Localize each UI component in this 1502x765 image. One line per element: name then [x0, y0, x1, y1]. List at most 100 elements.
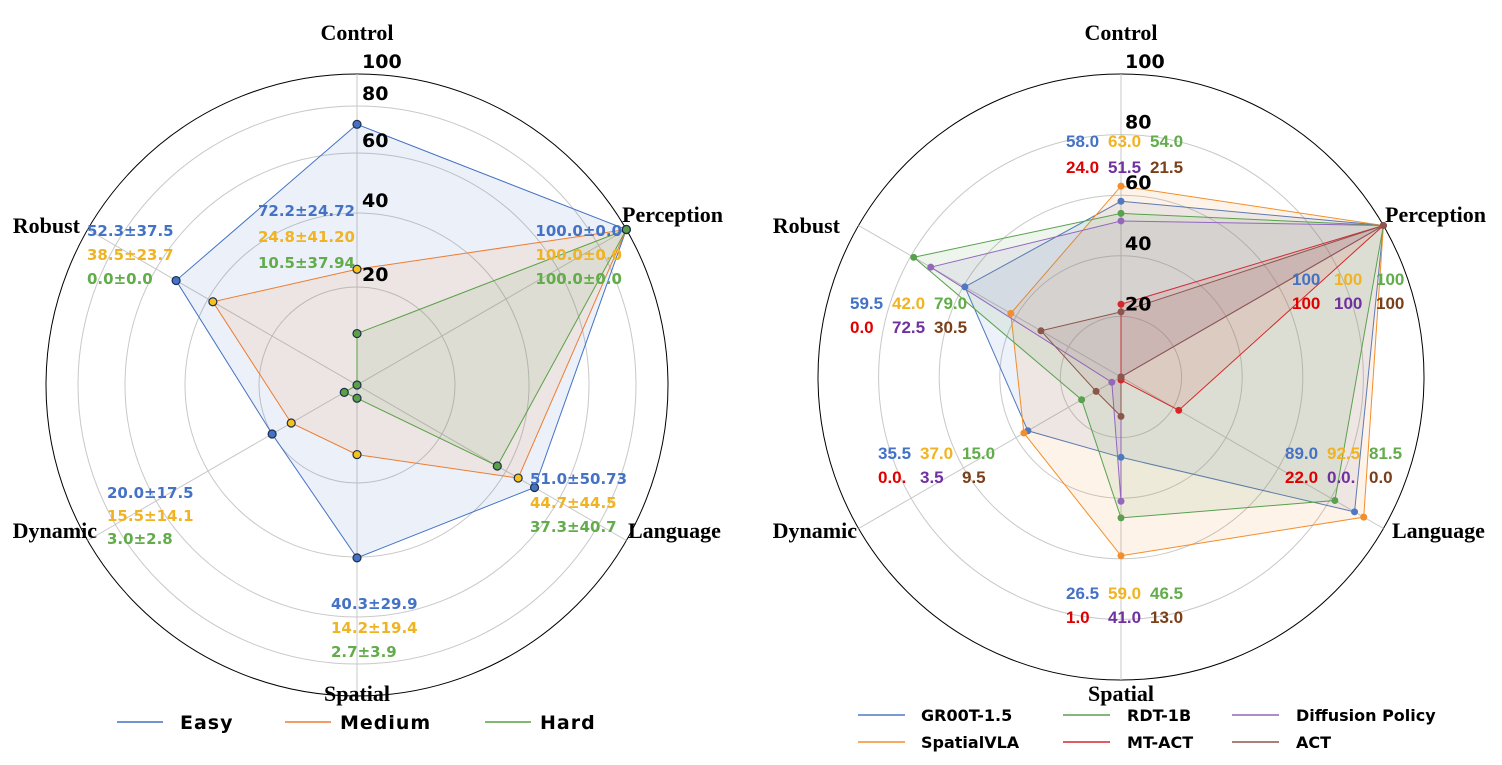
- value-label-rdt-1b-spatial: 46.5: [1150, 584, 1183, 603]
- radial-tick-label: 40: [362, 190, 388, 212]
- data-point-medium-spatial: [352, 449, 362, 460]
- legend-item-gr00t-1-5: GR00T-1.5: [858, 706, 1012, 725]
- data-point-easy-control: [352, 119, 362, 129]
- value-label-diffusion-policy-perception: 100: [1334, 294, 1362, 313]
- value-label-mt-act-control: 24.0: [1066, 158, 1099, 177]
- value-label-mt-act-dynamic: 0.0.: [878, 468, 906, 487]
- value-label-hard-robust: 0.0±0.0: [87, 270, 153, 288]
- value-label-mt-act-perception: 100: [1292, 294, 1320, 313]
- value-label-medium-robust: 38.5±23.7: [87, 246, 174, 264]
- data-point-easy-dynamic: [267, 429, 277, 439]
- legend-label: MT-ACT: [1127, 733, 1193, 752]
- axis-label-perception: Perception: [622, 202, 723, 227]
- radial-tick-label: 80: [1125, 112, 1151, 134]
- axis-label-spatial: Spatial: [1088, 681, 1154, 706]
- data-point-easy-robust: [171, 275, 181, 286]
- axis-label-perception: Perception: [1385, 202, 1486, 227]
- value-label-gr00t-1-5-control: 58.0: [1066, 132, 1099, 151]
- data-point-spatialvla-robust: [1007, 309, 1015, 317]
- legend-label: Diffusion Policy: [1296, 706, 1436, 725]
- value-label-rdt-1b-dynamic: 15.0: [962, 444, 995, 463]
- data-point-medium-robust: [208, 297, 218, 307]
- axis-label-spatial: Spatial: [324, 681, 390, 706]
- value-label-gr00t-1-5-spatial: 26.5: [1066, 584, 1099, 603]
- value-label-hard-perception: 100.0±0.0: [535, 270, 622, 288]
- legend-item-spatialvla: SpatialVLA: [858, 733, 1020, 752]
- data-point-spatialvla-control: [1117, 182, 1125, 190]
- axis-label-robust: Robust: [13, 213, 81, 238]
- legend-item-easy: Easy: [117, 712, 234, 734]
- data-point-gr00t-1-5-control: [1117, 197, 1125, 205]
- value-label-spatialvla-dynamic: 37.0: [920, 444, 953, 463]
- value-label-rdt-1b-control: 54.0: [1150, 132, 1183, 151]
- value-label-act-robust: 30.5: [934, 318, 967, 337]
- data-point-mt-act-language: [1175, 406, 1183, 414]
- axis-label-language: Language: [1392, 518, 1485, 543]
- data-point-hard-perception: [621, 224, 631, 235]
- value-label-spatialvla-language: 92.5: [1327, 444, 1360, 463]
- data-point-easy-language: [529, 482, 540, 493]
- value-label-diffusion-policy-spatial: 41.0: [1108, 608, 1141, 627]
- value-label-easy-robust: 52.3±37.5: [87, 222, 174, 240]
- radial-tick-label: 100: [1125, 51, 1165, 73]
- data-point-act-perception: [1379, 222, 1387, 229]
- data-point-hard-dynamic: [339, 387, 349, 397]
- data-point-easy-spatial: [352, 553, 362, 563]
- value-label-diffusion-policy-control: 51.5: [1108, 158, 1141, 177]
- radial-tick-label: 60: [1125, 172, 1151, 194]
- legend-label: Medium: [340, 712, 431, 734]
- data-point-spatialvla-dynamic: [1020, 429, 1028, 437]
- value-label-act-perception: 100: [1376, 294, 1404, 313]
- value-label-hard-spatial: 2.7±3.9: [331, 643, 397, 661]
- data-point-spatialvla-spatial: [1117, 552, 1125, 560]
- radial-tick-label: 20: [1125, 293, 1151, 315]
- series-area-mt-act: [1120, 225, 1384, 411]
- value-label-spatialvla-control: 63.0: [1108, 132, 1141, 151]
- data-point-rdt-1b-language: [1331, 496, 1339, 504]
- axis-label-control: Control: [1085, 20, 1158, 45]
- value-label-hard-control: 10.5±37.94: [258, 254, 355, 272]
- data-point-medium-language: [513, 473, 523, 483]
- data-point-rdt-1b-robust: [910, 253, 918, 261]
- data-point-act-spatial: [1117, 412, 1125, 420]
- legend-item-rdt-1b: RDT-1B: [1063, 706, 1191, 725]
- radial-tick-label: 100: [362, 51, 402, 73]
- value-label-spatialvla-spatial: 59.0: [1108, 584, 1141, 603]
- data-point-act-dynamic: [1092, 387, 1100, 395]
- radial-tick-label: 80: [362, 83, 388, 105]
- legend-label: ACT: [1296, 733, 1331, 752]
- data-point-diffusion-policy-spatial: [1117, 497, 1125, 505]
- legend-label: RDT-1B: [1127, 706, 1191, 725]
- data-point-hard-robust: [352, 380, 362, 390]
- radar-chart-difficulty: 20 40 60 80 100 Control Perception Language Spat…: [13, 20, 723, 734]
- radial-tick-label: 40: [1125, 233, 1151, 255]
- legend-label: GR00T-1.5: [921, 706, 1012, 725]
- axis-spoke-robust: [87, 229, 358, 386]
- value-label-diffusion-policy-language: 0.0.: [1327, 468, 1355, 487]
- value-label-rdt-1b-robust: 79.0: [934, 294, 967, 313]
- value-label-gr00t-1-5-robust: 59.5: [850, 294, 883, 313]
- value-label-easy-control: 72.2±24.72: [258, 202, 355, 220]
- data-point-gr00t-1-5-language: [1351, 508, 1359, 516]
- value-label-easy-dynamic: 20.0±17.5: [107, 484, 194, 502]
- legend-item-act: ACT: [1232, 733, 1331, 752]
- data-point-gr00t-1-5-spatial: [1117, 453, 1125, 461]
- data-point-mt-act-control: [1117, 300, 1125, 308]
- legend-item-diffusion-policy: Diffusion Policy: [1232, 706, 1436, 725]
- axis-spoke-language: [1120, 376, 1384, 529]
- legend-label: Easy: [180, 712, 234, 734]
- value-label-spatialvla-perception: 100: [1334, 270, 1362, 289]
- axis-label-dynamic: Dynamic: [773, 518, 858, 543]
- legend-item-hard: Hard: [485, 712, 595, 734]
- legend-item-medium: Medium: [285, 712, 431, 734]
- axis-spoke-robust: [858, 225, 1122, 378]
- value-label-medium-language: 44.7±44.5: [530, 494, 617, 512]
- value-label-gr00t-1-5-perception: 100: [1292, 270, 1320, 289]
- value-label-medium-dynamic: 15.5±14.1: [107, 507, 194, 525]
- value-label-mt-act-robust: 0.0: [850, 318, 874, 337]
- value-label-easy-language: 51.0±50.73: [530, 470, 627, 488]
- value-label-act-dynamic: 9.5: [962, 468, 986, 487]
- axis-spoke-dynamic: [858, 376, 1122, 529]
- value-label-act-control: 21.5: [1150, 158, 1183, 177]
